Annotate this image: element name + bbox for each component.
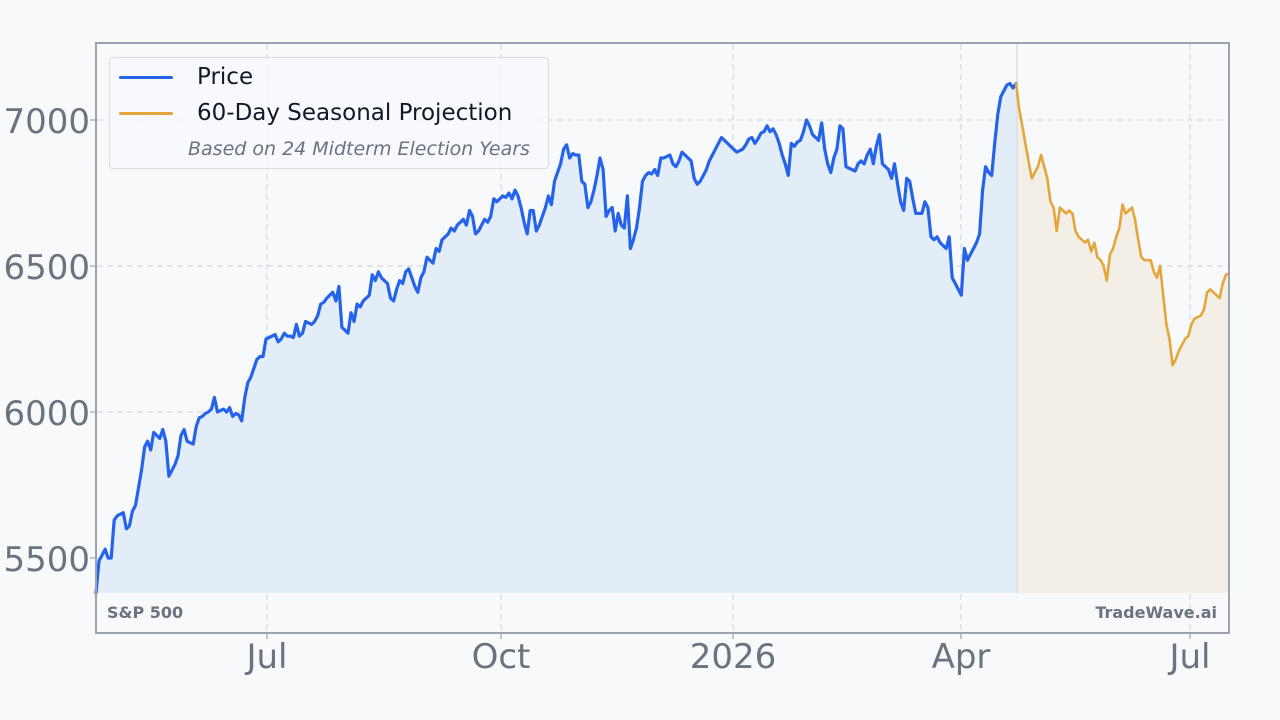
axes-frame — [95, 42, 1230, 634]
legend-label: Price — [197, 64, 254, 90]
y-tick-label: 6500 — [3, 248, 90, 288]
legend-item-projection: 60-Day Seasonal Projection — [110, 100, 512, 126]
y-tick-label: 7000 — [3, 102, 90, 142]
index-name-label: S&P 500 — [107, 603, 184, 622]
x-tick-label: 2026 — [689, 637, 777, 677]
projection-area-fill — [1016, 83, 1229, 593]
legend-label: 60-Day Seasonal Projection — [197, 100, 513, 126]
y-tick-label: 5500 — [3, 540, 90, 580]
price-line-swatch-icon — [119, 75, 173, 79]
legend-note: Based on 24 Midterm Election Years — [188, 138, 530, 160]
projection-line — [1014, 82, 1231, 367]
watermark-label: TradeWave.ai — [1095, 603, 1217, 622]
chart-legend: Price 60-Day Seasonal Projection Based o… — [109, 57, 549, 169]
x-tick-label: Oct — [471, 637, 531, 677]
projection-line-swatch-icon — [119, 111, 173, 115]
x-tick-label: Jul — [1169, 637, 1211, 677]
price-line — [94, 81, 1018, 595]
axis-ticks — [90, 119, 1191, 639]
price-area-fill — [96, 83, 1016, 593]
y-tick-label: 6000 — [3, 394, 90, 434]
x-tick-label: Jul — [246, 637, 288, 677]
legend-item-price: Price — [110, 64, 253, 90]
series-lines — [94, 81, 1231, 595]
x-tick-label: Apr — [931, 637, 991, 677]
